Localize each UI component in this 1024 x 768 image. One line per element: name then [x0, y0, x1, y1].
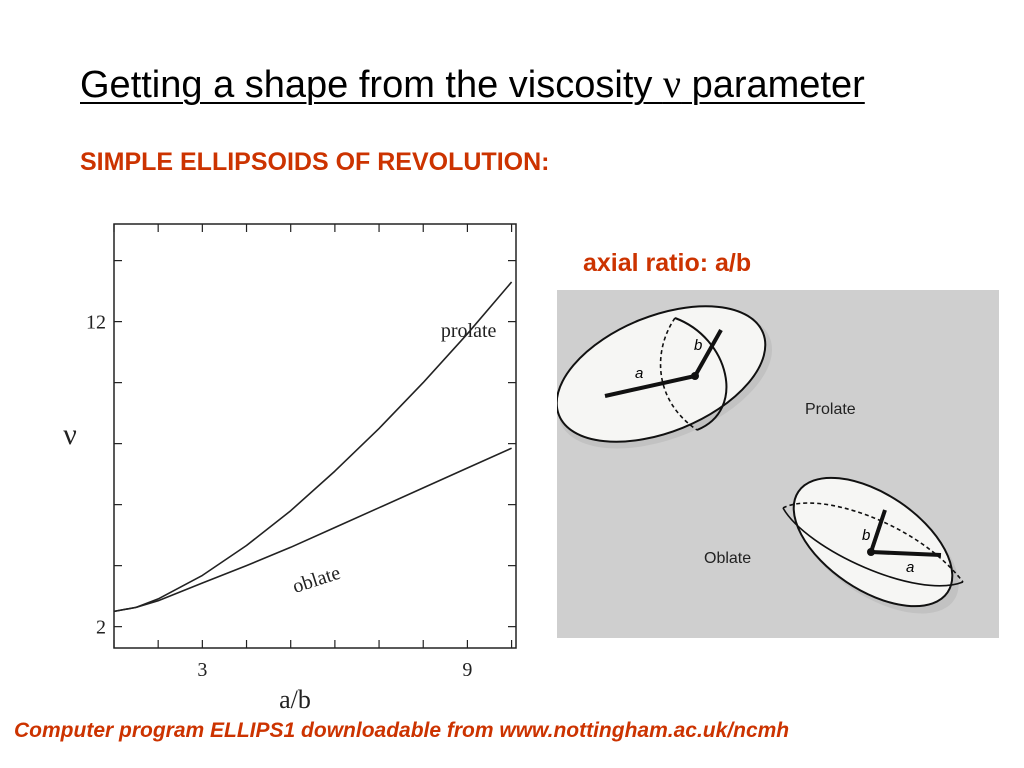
- oblate-b-label: b: [862, 527, 870, 544]
- y-axis-label: ν: [63, 418, 77, 451]
- oblate-visible-equator: [782, 507, 964, 587]
- oblate-a-axis: [870, 550, 942, 557]
- series-line-prolate: [113, 281, 513, 613]
- oblate-b-axis: [869, 509, 887, 553]
- footer-note: Computer program ELLIPS1 downloadable fr…: [14, 719, 790, 742]
- prolate-visible-section: [674, 317, 728, 431]
- series-label-prolate: prolate: [441, 320, 497, 342]
- oblate-ellipsoid: a b Oblate: [704, 476, 964, 614]
- slide-title: Getting a shape from the viscosity ν par…: [80, 60, 865, 107]
- prolate-ellipsoid: a b Prolate: [557, 305, 856, 449]
- series-line-oblate: [113, 447, 512, 613]
- oblate-label: Oblate: [704, 550, 751, 567]
- ellipsoid-figure: a b Prolate a b Oblate: [557, 290, 999, 638]
- y-tick-label: 2: [96, 617, 106, 639]
- x-tick-label: 3: [197, 659, 207, 681]
- prolate-a-axis: [604, 374, 696, 398]
- oblate-center: [867, 548, 875, 556]
- prolate-hidden-section: [659, 317, 698, 431]
- x-tick-label: 9: [462, 659, 472, 681]
- chart-ticks: [113, 224, 516, 648]
- y-tick-label: 12: [86, 312, 106, 334]
- prolate-b-label: b: [694, 337, 702, 354]
- chart-background: [40, 200, 540, 710]
- prolate-b-axis: [693, 329, 723, 377]
- slide-title-suffix: parameter: [681, 64, 865, 106]
- slide-subtitle: SIMPLE ELLIPSOIDS OF REVOLUTION:: [80, 148, 550, 176]
- x-axis-label: a/b: [279, 685, 311, 710]
- prolate-label: Prolate: [805, 401, 856, 418]
- slide-title-prefix: Getting a shape from the viscosity: [80, 64, 663, 106]
- oblate-hidden-equator: [782, 502, 964, 583]
- oblate-a-label: a: [906, 559, 914, 576]
- slide-title-nu-symbol: ν: [662, 61, 682, 106]
- chart-frame: [113, 223, 517, 649]
- chart-series: [113, 281, 513, 613]
- prolate-center: [691, 372, 699, 380]
- axial-ratio-label: axial ratio: a/b: [583, 249, 752, 277]
- prolate-a-label: a: [635, 365, 643, 382]
